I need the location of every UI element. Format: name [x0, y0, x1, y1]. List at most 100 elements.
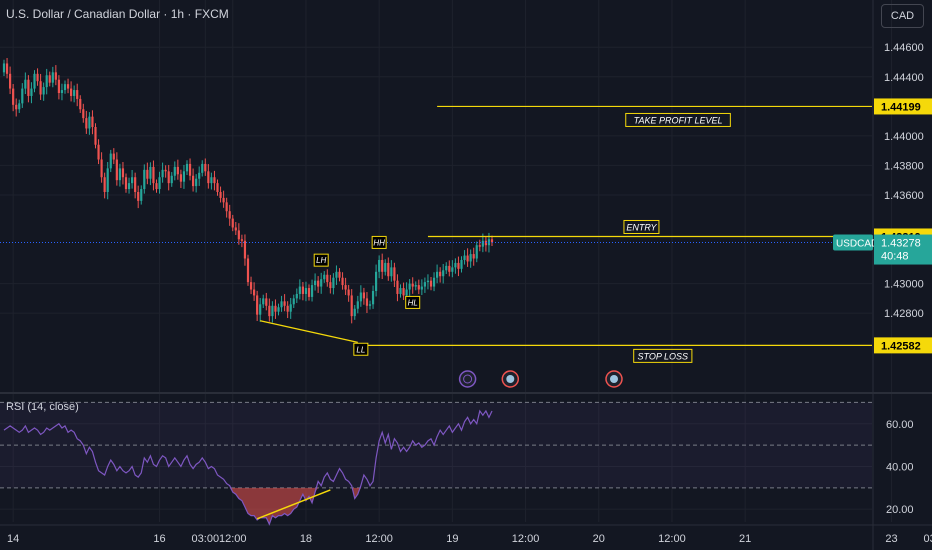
candle: [454, 258, 457, 274]
candle: [274, 299, 277, 319]
price-tick-label: 1.43800: [884, 160, 924, 172]
candle: [359, 285, 362, 307]
candle-body: [411, 283, 414, 287]
candle: [173, 161, 176, 181]
candle: [185, 160, 189, 176]
rsi-oversold-fill: [229, 487, 361, 525]
candle: [152, 160, 155, 191]
candle: [246, 254, 250, 286]
time-tick-label: 12:00: [365, 533, 393, 545]
candle: [39, 73, 42, 100]
candle-body: [265, 298, 268, 306]
candle-body: [314, 280, 317, 286]
time-tick-label: 03:00: [192, 533, 220, 545]
candle-body: [451, 267, 454, 272]
candle-body: [420, 286, 423, 290]
candle: [298, 279, 301, 300]
candle-body: [432, 277, 436, 287]
candle: [408, 279, 411, 296]
candle: [57, 75, 60, 100]
candle: [91, 110, 94, 135]
currency-button[interactable]: CAD: [881, 4, 924, 28]
candle-body: [48, 75, 51, 83]
candle-body: [454, 262, 457, 268]
candle-body: [332, 277, 335, 289]
candle: [353, 305, 356, 320]
candle: [277, 303, 280, 316]
price-tick-label: 1.44400: [884, 72, 924, 84]
candle-body: [469, 254, 472, 262]
candle-body: [310, 285, 314, 297]
candle-body: [381, 259, 384, 272]
candle: [213, 170, 216, 191]
candle-body: [445, 265, 448, 271]
candle-body: [472, 254, 475, 259]
candle: [118, 163, 121, 187]
candle: [399, 284, 402, 298]
candle-body: [368, 304, 372, 306]
candle: [15, 98, 18, 117]
candle-body: [414, 285, 417, 287]
candle-body: [384, 262, 387, 272]
candle-body: [182, 171, 186, 182]
candle-body: [436, 271, 439, 278]
candle: [161, 162, 164, 183]
candle: [484, 236, 487, 252]
level-text: TAKE PROFIT LEVEL: [634, 115, 723, 125]
candle: [79, 95, 82, 113]
candle-body: [429, 280, 433, 287]
candle: [490, 235, 494, 246]
candle-body: [149, 166, 152, 179]
candle-body: [57, 79, 60, 94]
candle: [12, 83, 15, 112]
level-text-box: [623, 219, 660, 234]
swing-label-hh: HH: [371, 235, 387, 249]
candle: [469, 249, 472, 268]
countdown-label: 40:48: [881, 251, 909, 263]
candle-body: [439, 271, 442, 277]
swing-label-box: [405, 295, 421, 309]
candle: [100, 152, 103, 183]
candle: [472, 247, 475, 266]
candle-body: [155, 183, 158, 190]
candle: [295, 288, 298, 303]
candle-body: [5, 63, 9, 74]
candle: [451, 260, 454, 278]
time-tick-label: 12:00: [219, 533, 247, 545]
level-text-box: [633, 348, 693, 363]
candle-body: [292, 298, 295, 305]
candle-body: [301, 286, 304, 294]
price-tick-label: 1.43000: [884, 279, 924, 291]
candle: [378, 255, 381, 279]
candle: [137, 185, 140, 209]
candle-body: [402, 288, 405, 296]
candle-body: [63, 84, 67, 91]
swing-label-box: [371, 235, 387, 249]
candle-body: [463, 255, 466, 260]
candle-body: [246, 258, 250, 283]
candle: [317, 276, 320, 293]
candle: [283, 294, 286, 312]
candle-body: [106, 168, 109, 193]
candle-body: [21, 88, 24, 104]
candle: [423, 277, 426, 293]
candle-body: [317, 280, 320, 287]
candle: [253, 282, 256, 301]
candle: [76, 83, 79, 107]
candle-body: [405, 289, 408, 296]
candle: [475, 241, 478, 263]
candle-body: [396, 280, 399, 294]
candle: [124, 173, 128, 193]
time-tick-label: 16: [153, 533, 165, 545]
candle: [426, 274, 430, 290]
candle-body: [353, 308, 356, 317]
candle-body: [127, 183, 131, 190]
rsi-divergence-line: [256, 489, 331, 520]
candle-body: [320, 279, 323, 287]
candle-body: [198, 172, 201, 179]
candle: [85, 110, 88, 134]
candle-body: [280, 301, 283, 308]
candle-body: [97, 144, 100, 160]
candle-body: [18, 103, 21, 110]
